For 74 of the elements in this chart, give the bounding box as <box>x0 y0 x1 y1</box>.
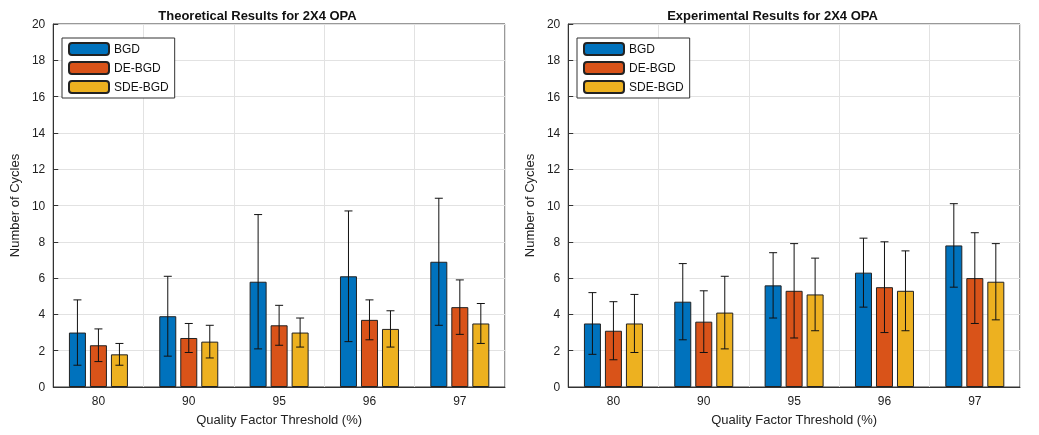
bar <box>695 321 713 387</box>
y-tick-label: 8 <box>38 234 46 249</box>
x-tick-label: 97 <box>453 394 467 408</box>
bar <box>854 272 872 387</box>
bar <box>785 290 803 387</box>
bar <box>339 276 357 387</box>
y-tick-label: 10 <box>31 198 46 213</box>
y-tick-label: 14 <box>546 125 561 140</box>
y-tick-label: 20 <box>546 17 561 31</box>
y-tick-label: 10 <box>546 198 561 213</box>
bar <box>625 323 643 387</box>
bar <box>945 245 963 387</box>
legend-label: BGD <box>629 42 656 56</box>
y-tick-label: 0 <box>38 380 46 394</box>
y-tick-label: 8 <box>553 234 561 249</box>
chart-title: Theoretical Results for 2X4 OPA <box>158 8 358 23</box>
y-tick-label: 16 <box>31 89 46 104</box>
bar <box>604 330 622 387</box>
bar <box>896 290 914 387</box>
y-tick-label: 12 <box>546 162 561 177</box>
x-tick-label: 97 <box>968 394 982 408</box>
x-tick-label: 95 <box>787 394 802 408</box>
bar <box>472 323 490 387</box>
y-tick-label: 20 <box>31 17 46 31</box>
bar <box>159 316 177 387</box>
y-tick-label: 18 <box>31 53 46 68</box>
bar <box>583 323 601 387</box>
legend-label: SDE-BGD <box>629 80 685 94</box>
bar <box>68 332 86 387</box>
y-tick-label: 0 <box>553 380 561 394</box>
legend-label: DE-BGD <box>114 61 161 75</box>
x-axis-title: Quality Factor Threshold (%) <box>711 412 878 427</box>
bar <box>110 354 128 387</box>
bar <box>270 325 288 387</box>
bar <box>875 287 893 387</box>
legend-label: DE-BGD <box>629 61 676 75</box>
y-tick-label: 18 <box>546 53 561 68</box>
x-axis-title: Quality Factor Threshold (%) <box>196 412 363 427</box>
x-tick-label: 90 <box>182 394 196 408</box>
x-tick-label: 90 <box>697 394 711 408</box>
y-tick-label: 2 <box>38 343 46 358</box>
bar <box>360 319 378 387</box>
y-tick-label: 6 <box>553 271 561 286</box>
x-tick-label: 80 <box>606 394 621 408</box>
bar <box>249 281 267 387</box>
legend-label: BGD <box>114 42 141 56</box>
y-tick-label: 12 <box>31 162 46 177</box>
y-tick-label: 14 <box>31 125 46 140</box>
y-tick-label: 6 <box>38 271 46 286</box>
y-axis-title: Number of Cycles <box>522 153 537 258</box>
legend-label: SDE-BGD <box>114 80 170 94</box>
x-tick-label: 80 <box>91 394 106 408</box>
bar <box>201 341 219 387</box>
x-tick-label: 96 <box>877 394 892 408</box>
y-axis-title: Number of Cycles <box>7 153 22 258</box>
bar <box>430 261 448 387</box>
chart-title: Experimental Results for 2X4 OPA <box>667 8 879 23</box>
bar <box>180 338 198 387</box>
bar <box>89 345 107 387</box>
bar <box>806 294 824 387</box>
bar <box>716 312 734 387</box>
y-tick-label: 4 <box>38 307 46 322</box>
x-tick-label: 96 <box>362 394 377 408</box>
bar <box>674 301 692 387</box>
bar <box>966 278 984 387</box>
y-tick-label: 2 <box>553 343 561 358</box>
y-tick-label: 16 <box>546 89 561 104</box>
bar <box>987 281 1005 387</box>
y-tick-label: 4 <box>553 307 561 322</box>
bar <box>291 332 309 387</box>
bar <box>764 285 782 387</box>
bar <box>381 328 399 387</box>
x-tick-label: 95 <box>272 394 287 408</box>
bar <box>451 307 469 387</box>
